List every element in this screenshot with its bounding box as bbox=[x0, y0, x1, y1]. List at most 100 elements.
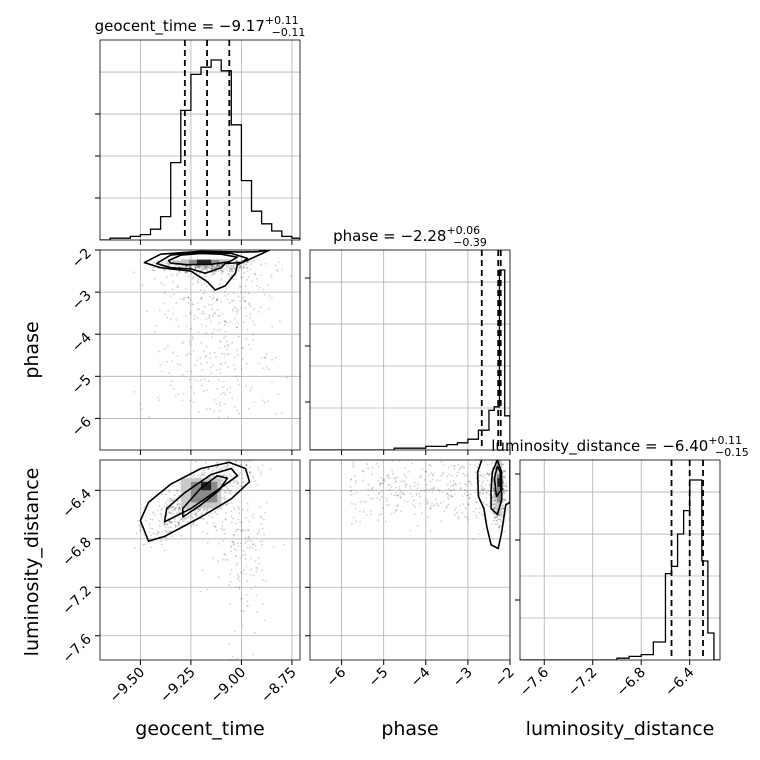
sample-point bbox=[395, 508, 398, 511]
sample-point bbox=[216, 298, 218, 301]
sample-point bbox=[395, 486, 397, 489]
sample-point bbox=[268, 308, 270, 310]
sample-point bbox=[158, 399, 161, 402]
sample-point bbox=[189, 353, 192, 355]
sample-point bbox=[220, 300, 223, 303]
sample-point bbox=[223, 466, 226, 468]
sample-point bbox=[240, 285, 242, 288]
sample-point bbox=[179, 364, 182, 366]
sample-point bbox=[197, 474, 200, 477]
sample-point bbox=[388, 477, 391, 480]
sample-point bbox=[224, 290, 226, 293]
sample-point bbox=[396, 505, 399, 508]
sample-point bbox=[171, 521, 173, 524]
axes-frame bbox=[99, 249, 301, 451]
sample-point bbox=[176, 273, 179, 275]
sample-point bbox=[274, 413, 277, 415]
sample-point bbox=[267, 400, 269, 403]
sample-point bbox=[491, 497, 494, 499]
sample-point bbox=[235, 260, 238, 263]
sample-point bbox=[482, 480, 484, 483]
sample-point bbox=[370, 487, 373, 490]
sample-point bbox=[241, 624, 244, 627]
sample-point bbox=[267, 425, 269, 427]
sample-point bbox=[245, 517, 247, 519]
sample-point bbox=[251, 455, 253, 457]
sample-point bbox=[144, 543, 146, 545]
sample-point bbox=[245, 263, 248, 266]
sample-point bbox=[459, 487, 462, 490]
sample-point bbox=[200, 268, 203, 271]
sample-point bbox=[154, 331, 156, 333]
sample-point bbox=[227, 416, 229, 418]
sample-point bbox=[245, 261, 248, 263]
sample-point bbox=[232, 265, 235, 267]
sample-point bbox=[432, 473, 434, 476]
sample-point bbox=[216, 264, 218, 267]
contour-line bbox=[493, 465, 502, 498]
sample-point bbox=[174, 508, 177, 511]
sample-point bbox=[193, 524, 196, 526]
sample-point bbox=[430, 464, 432, 467]
sample-point bbox=[228, 584, 230, 586]
sample-point bbox=[349, 486, 352, 489]
sample-point bbox=[414, 506, 416, 508]
sample-point bbox=[209, 352, 211, 354]
sample-point bbox=[175, 319, 178, 321]
sample-point bbox=[184, 296, 187, 299]
sample-point bbox=[429, 507, 432, 510]
sample-point bbox=[133, 271, 135, 274]
sample-point bbox=[496, 523, 499, 526]
sample-point bbox=[467, 519, 470, 521]
sample-point bbox=[493, 492, 496, 494]
sample-point bbox=[163, 269, 166, 272]
sample-point bbox=[226, 502, 229, 505]
sample-point bbox=[426, 488, 428, 491]
sample-point bbox=[251, 320, 254, 323]
sample-point bbox=[380, 482, 382, 485]
sample-point bbox=[211, 267, 214, 270]
sample-point bbox=[148, 538, 151, 541]
sample-point bbox=[208, 303, 210, 306]
sample-point bbox=[197, 331, 200, 333]
sample-point bbox=[169, 521, 172, 523]
sample-point bbox=[212, 314, 214, 317]
sample-point bbox=[199, 265, 202, 268]
sample-point bbox=[225, 287, 228, 289]
sample-point bbox=[158, 309, 161, 312]
sample-point bbox=[165, 531, 167, 533]
sample-point bbox=[212, 273, 215, 276]
sample-point bbox=[419, 503, 422, 505]
sample-point bbox=[206, 542, 209, 544]
sample-point bbox=[379, 482, 382, 485]
sample-point bbox=[210, 268, 213, 271]
sample-point bbox=[461, 466, 464, 469]
sample-point bbox=[168, 372, 170, 375]
sample-point bbox=[205, 266, 208, 269]
sample-point bbox=[392, 472, 394, 475]
sample-point bbox=[203, 350, 206, 353]
sample-point bbox=[164, 262, 167, 265]
sample-point bbox=[502, 507, 505, 510]
sample-point bbox=[176, 496, 179, 498]
sample-point bbox=[213, 312, 216, 315]
sample-point bbox=[222, 270, 225, 272]
sample-point bbox=[241, 529, 244, 531]
hist-geocent_time bbox=[100, 40, 300, 240]
sample-point bbox=[260, 357, 263, 359]
sample-point bbox=[157, 531, 160, 534]
sample-point bbox=[201, 512, 204, 515]
tick-label: −4 bbox=[408, 664, 434, 690]
sample-point bbox=[492, 487, 495, 490]
sample-point bbox=[493, 496, 496, 498]
sample-point bbox=[349, 479, 352, 481]
sample-point bbox=[496, 463, 499, 466]
sample-point bbox=[503, 499, 506, 501]
sample-point bbox=[209, 295, 211, 298]
sample-point bbox=[242, 481, 245, 484]
sample-point bbox=[205, 346, 208, 348]
sample-point bbox=[168, 520, 171, 522]
sample-point bbox=[469, 463, 472, 466]
sample-point bbox=[403, 473, 406, 476]
sample-point bbox=[238, 440, 240, 442]
